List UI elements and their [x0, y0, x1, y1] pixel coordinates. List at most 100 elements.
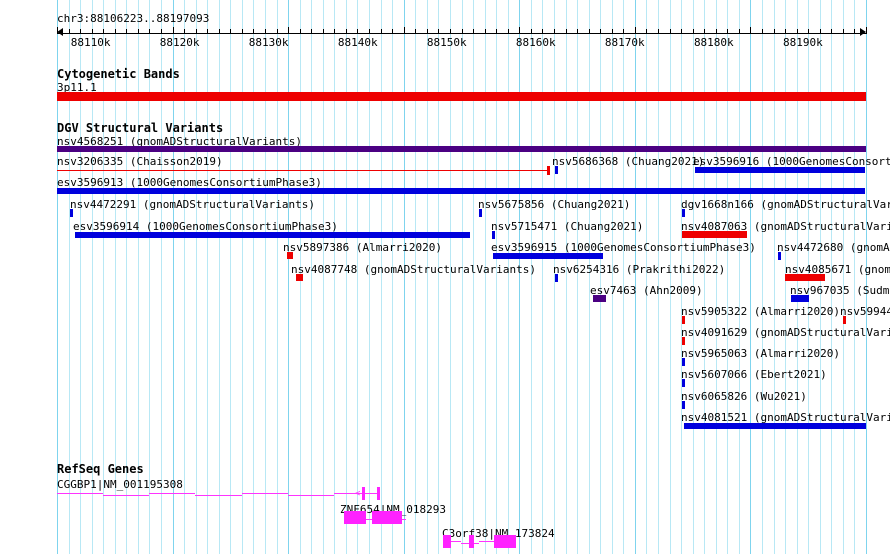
- gene-exon[interactable]: [494, 535, 516, 548]
- ruler-tick: [704, 29, 705, 34]
- ruler-tick: [207, 29, 208, 34]
- dgv-variant-label[interactable]: nsv4081521 (gnomADStructuralVariants): [681, 411, 890, 424]
- dgv-variant-label[interactable]: nsv6254316 (Prakrithi2022): [553, 263, 726, 276]
- ruler-tick: [843, 29, 844, 34]
- dgv-variant-label[interactable]: nsv4085671 (gnomADStructuralVariants): [785, 263, 890, 276]
- dgv-variant-label[interactable]: dgv1668n166 (gnomADStructuralVariants): [681, 198, 890, 211]
- dgv-variant-label[interactable]: nsv5905322 (Almarri2020): [681, 305, 840, 318]
- ruler-tick: [57, 27, 58, 34]
- dgv-variant-bar[interactable]: [843, 316, 846, 324]
- ruler-tick: [693, 29, 694, 34]
- dgv-variant-bar[interactable]: [593, 295, 606, 302]
- gene-intron-line: [103, 495, 150, 496]
- dgv-variant-bar[interactable]: [70, 209, 73, 217]
- ruler-tick: [566, 29, 567, 34]
- ruler-tick-label-8: 88190k: [782, 36, 823, 49]
- dgv-variant-label[interactable]: nsv5994406 (Almarri2020): [840, 305, 890, 318]
- dgv-variant-bar[interactable]: [492, 231, 495, 239]
- gene-exon[interactable]: [362, 487, 365, 500]
- ruler-tick: [542, 29, 543, 34]
- ruler-tick-label-5: 88160k: [515, 36, 556, 49]
- dgv-variant-label[interactable]: esv3596913 (1000GenomesConsortiumPhase3): [57, 176, 322, 189]
- ruler-axis-line: [57, 33, 866, 34]
- gene-exon[interactable]: [344, 511, 366, 524]
- dgv-variant-label[interactable]: nsv4568251 (gnomADStructuralVariants): [57, 135, 303, 148]
- dgv-variant-label[interactable]: nsv967035 (Sudmant2015b): [790, 284, 890, 297]
- ruler-tick: [427, 29, 428, 34]
- dgv-variant-label[interactable]: nsv4472291 (gnomADStructuralVariants): [70, 198, 316, 211]
- locus-label: chr3:88106223..88197093: [57, 12, 210, 25]
- ruler-tick: [785, 29, 786, 34]
- dgv-variant-bar[interactable]: [287, 252, 293, 259]
- dgv-variant-bar[interactable]: [555, 166, 558, 174]
- ruler-tick: [519, 27, 520, 34]
- dgv-variant-bar[interactable]: [57, 146, 866, 152]
- gene-exon[interactable]: [469, 535, 474, 548]
- dgv-variant-label[interactable]: nsv5686368 (Chuang2021): [552, 155, 705, 168]
- dgv-variant-label[interactable]: nsv5715471 (Chuang2021): [491, 220, 644, 233]
- dgv-variant-bar[interactable]: [682, 401, 685, 409]
- dgv-variant-label[interactable]: esv7463 (Ahn2009): [590, 284, 703, 297]
- dgv-variant-bar[interactable]: [57, 170, 549, 171]
- dgv-variant-label[interactable]: nsv6065826 (Wu2021): [681, 390, 807, 403]
- dgv-variant-bar[interactable]: [791, 295, 809, 302]
- dgv-variant-label[interactable]: nsv4087748 (gnomADStructuralVariants): [291, 263, 537, 276]
- gene-exon[interactable]: [377, 487, 380, 500]
- ruler-tick: [184, 29, 185, 34]
- dgv-variant-label[interactable]: nsv4472680 (gnomADStructuralVariants): [777, 241, 890, 254]
- dgv-variant-bar[interactable]: [682, 358, 685, 366]
- dgv-variant-bar[interactable]: [695, 167, 865, 173]
- ruler-tick: [462, 29, 463, 34]
- ruler-tick: [265, 29, 266, 34]
- ruler-tick: [600, 29, 601, 34]
- ruler-tick: [762, 29, 763, 34]
- ruler-tick: [161, 29, 162, 34]
- dgv-variant-label[interactable]: esv3596914 (1000GenomesConsortiumPhase3): [73, 220, 338, 233]
- dgv-variant-bar[interactable]: [785, 274, 825, 281]
- ruler-tick: [635, 27, 636, 34]
- dgv-variant-label[interactable]: nsv5675856 (Chuang2021): [478, 198, 631, 211]
- dgv-variant-bar[interactable]: [682, 316, 685, 324]
- cytoband-bar[interactable]: [57, 92, 866, 101]
- dgv-variant-label[interactable]: esv3596916 (1000GenomesConsortiumPhase3): [693, 155, 890, 168]
- dgv-variant-bar[interactable]: [682, 231, 747, 238]
- dgv-variant-label[interactable]: nsv3206335 (Chaisson2019): [57, 155, 223, 168]
- dgv-variant-bar[interactable]: [57, 188, 865, 194]
- ruler-tick: [774, 29, 775, 34]
- dgv-variant-label[interactable]: esv3596915 (1000GenomesConsortiumPhase3): [491, 241, 756, 254]
- dgv-variant-bar[interactable]: [555, 274, 558, 282]
- ruler-tick: [554, 29, 555, 34]
- dgv-variant-bar[interactable]: [682, 337, 685, 345]
- dgv-variant-bar[interactable]: [778, 252, 781, 260]
- dgv-variant-label[interactable]: nsv5607066 (Ebert2021): [681, 368, 827, 381]
- dgv-variant-bar[interactable]: [493, 253, 603, 259]
- ruler-tick: [381, 29, 382, 34]
- gene-intron-line: [195, 495, 242, 496]
- dgv-variant-bar[interactable]: [296, 274, 303, 281]
- dgv-variant-bar[interactable]: [682, 379, 685, 387]
- dgv-variant-label[interactable]: nsv5965063 (Almarri2020): [681, 347, 840, 360]
- gene-exon[interactable]: [372, 511, 402, 524]
- dgv-variant-label[interactable]: nsv4091629 (gnomADStructuralVariants): [681, 326, 890, 339]
- ruler-tick: [300, 29, 301, 34]
- dgv-variant-bar[interactable]: [682, 209, 685, 217]
- ruler-tick: [808, 29, 809, 34]
- ruler-tick: [473, 29, 474, 34]
- gene-label[interactable]: ZNF654|NM_018293: [340, 503, 446, 516]
- dgv-variant-bar[interactable]: [75, 232, 470, 238]
- gene-label[interactable]: CGGBP1|NM_001195308: [57, 478, 183, 491]
- dgv-variant-bar[interactable]: [684, 423, 866, 429]
- dgv-variant-label[interactable]: nsv4087063 (gnomADStructuralVariants): [681, 220, 890, 233]
- ruler-tick: [357, 29, 358, 34]
- ruler-tick-label-6: 88170k: [604, 36, 645, 49]
- ruler-tick: [103, 29, 104, 34]
- ruler-tick: [531, 29, 532, 34]
- gene-intron-line: [479, 541, 497, 542]
- dgv-variant-label[interactable]: nsv5897386 (Almarri2020): [283, 241, 442, 254]
- ruler-tick-label-2: 88130k: [248, 36, 289, 49]
- dgv-variant-bar[interactable]: [479, 209, 482, 217]
- gene-exon[interactable]: [443, 535, 451, 548]
